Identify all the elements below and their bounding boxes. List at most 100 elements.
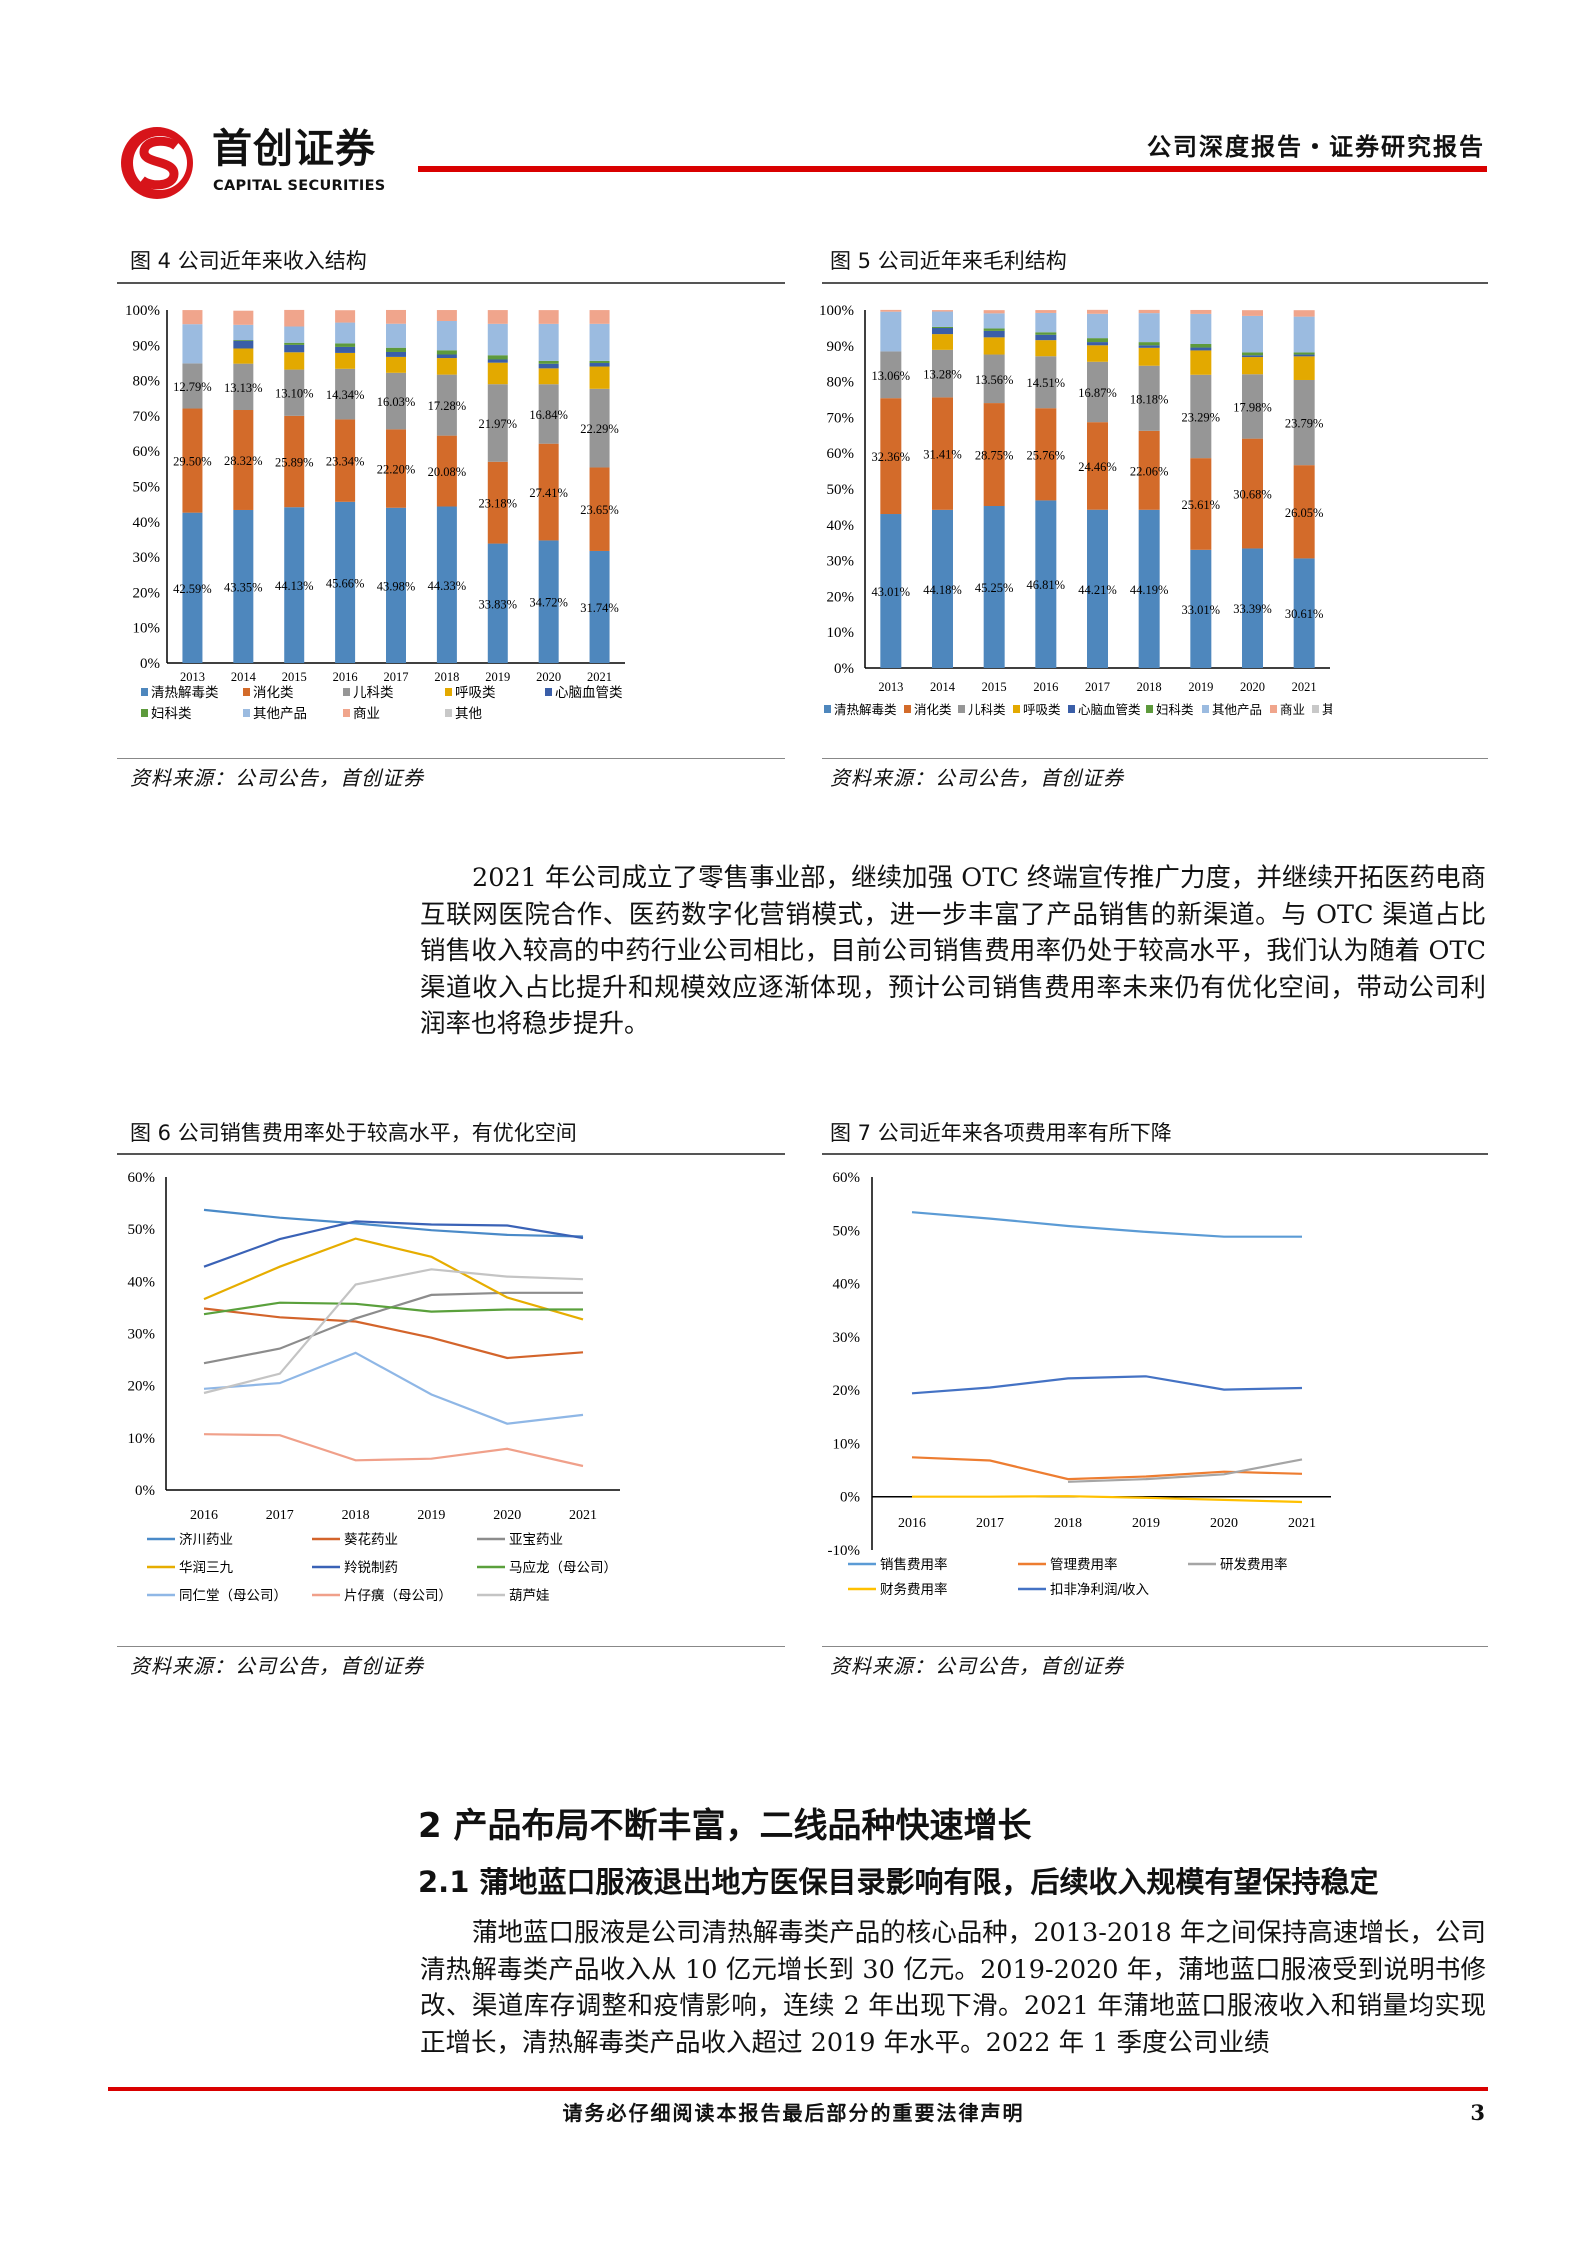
y-tick-label: 80% (827, 375, 855, 391)
bar-segment (538, 360, 559, 364)
bar-segment (284, 309, 305, 327)
legend-label: 呼吸类 (1023, 702, 1061, 717)
bar-segment (1293, 310, 1315, 317)
fig4-source-rule (117, 758, 785, 759)
bar-segment (880, 351, 902, 399)
legend-label: 清热解毒类 (834, 702, 897, 717)
bar-segment (932, 349, 953, 398)
bar-segment (1293, 352, 1315, 355)
logo-text-en: CAPITAL SECURITIES (213, 178, 386, 194)
legend-swatch (1146, 705, 1153, 713)
x-tick-label: 2017 (384, 670, 409, 684)
data-label: 21.97% (479, 417, 518, 431)
bar-segment (386, 356, 406, 373)
legend-swatch (1202, 705, 1209, 713)
bar-segment (1242, 315, 1263, 353)
bar-segment (1190, 374, 1212, 459)
bar-segment (335, 346, 356, 353)
series-line (203, 1307, 584, 1360)
legend-swatch (445, 709, 452, 717)
bar-segment (1138, 365, 1160, 431)
y-tick-label: 90% (133, 338, 161, 354)
bar-segment (1087, 338, 1108, 343)
bar-segment (1242, 357, 1263, 375)
bar-segment (1293, 465, 1315, 559)
y-tick-label: 10% (128, 1431, 156, 1447)
bar-segment (880, 309, 902, 312)
y-tick-label: 50% (827, 482, 855, 498)
bar-segment (538, 363, 559, 369)
legend-label: 财务费用率 (880, 1581, 948, 1598)
legend-swatch (1270, 705, 1277, 713)
bar-segment (182, 512, 203, 663)
x-tick-label: 2019 (1188, 680, 1213, 694)
data-label: 32.36% (872, 450, 911, 464)
legend-label: 心脑血管类 (1078, 702, 1141, 717)
bar-segment (932, 311, 953, 327)
series-line (911, 1211, 1302, 1238)
x-tick-label: 2017 (976, 1516, 1004, 1531)
bar-segment (182, 310, 203, 325)
data-label: 23.65% (580, 503, 619, 517)
data-label: 18.18% (1130, 392, 1169, 406)
bar-segment (932, 326, 953, 329)
bar-segment (284, 369, 305, 416)
legend-swatch (243, 688, 250, 696)
data-label: 43.01% (872, 585, 911, 599)
bar-segment (983, 354, 1005, 404)
bar-segment (589, 467, 610, 551)
data-label: 13.13% (224, 381, 263, 395)
bar-segment (182, 363, 203, 409)
legend-label: 研发费用率 (1220, 1556, 1288, 1573)
chart-legend: 清热解毒类 消化类 儿科类 呼吸类 心脑血管类妇科类 其他产品 商业 其他 (824, 702, 1332, 717)
bar-segment (487, 355, 508, 360)
bar-segment (880, 311, 902, 352)
bar-segment (436, 374, 457, 436)
legend-label: 扣非净利润/收入 (1050, 1582, 1150, 1598)
x-tick-label: 2016 (190, 1508, 218, 1523)
bar-segment (1087, 313, 1108, 339)
x-tick-label: 2019 (417, 1508, 445, 1523)
bar-segment (335, 501, 356, 663)
data-label: 44.13% (275, 579, 314, 593)
legend-label: 心脑血管类 (555, 685, 623, 701)
bar-segment (1190, 343, 1212, 348)
fig4-source: 资料来源：公司公告，首创证券 (130, 766, 424, 790)
logo-icon (121, 127, 193, 199)
data-label: 46.81% (1027, 578, 1066, 592)
data-label: 13.28% (923, 368, 962, 382)
data-label: 22.20% (377, 463, 416, 477)
bar-segment (538, 384, 559, 444)
bar-segment (538, 323, 559, 361)
legend-swatch (545, 688, 552, 696)
y-tick-label: 70% (827, 410, 855, 426)
fig6-title-rule (117, 1153, 785, 1155)
x-tick-label: 2018 (1137, 680, 1162, 694)
x-tick-label: 2021 (1288, 1516, 1316, 1531)
y-tick-label: 40% (833, 1277, 861, 1293)
bar-segment (1293, 558, 1315, 668)
y-tick-label: 20% (827, 589, 855, 605)
bar-segment (1242, 374, 1263, 439)
bar-segment (335, 368, 356, 420)
bar-segment (284, 342, 305, 345)
y-tick-label: 30% (827, 554, 855, 570)
legend-swatch (343, 709, 350, 717)
data-label: 25.89% (275, 456, 314, 470)
bar-segment (1138, 313, 1160, 343)
data-label: 25.61% (1182, 498, 1221, 512)
data-label: 33.83% (479, 597, 518, 611)
y-tick-label: 50% (133, 480, 161, 496)
bar-segment (983, 337, 1005, 355)
fig7-source: 资料来源：公司公告，首创证券 (830, 1654, 1124, 1678)
y-tick-label: 60% (833, 1170, 861, 1186)
y-tick-label: 30% (133, 550, 161, 566)
bar-segment (1242, 352, 1263, 356)
legend-label: 其他产品 (1212, 702, 1262, 717)
bar-segment (1087, 361, 1108, 423)
y-tick-label: 40% (128, 1274, 156, 1290)
bar-segment (1138, 345, 1160, 348)
legend-swatch (141, 688, 148, 696)
legend-label: 消化类 (914, 702, 952, 717)
bar-segment (589, 310, 610, 324)
